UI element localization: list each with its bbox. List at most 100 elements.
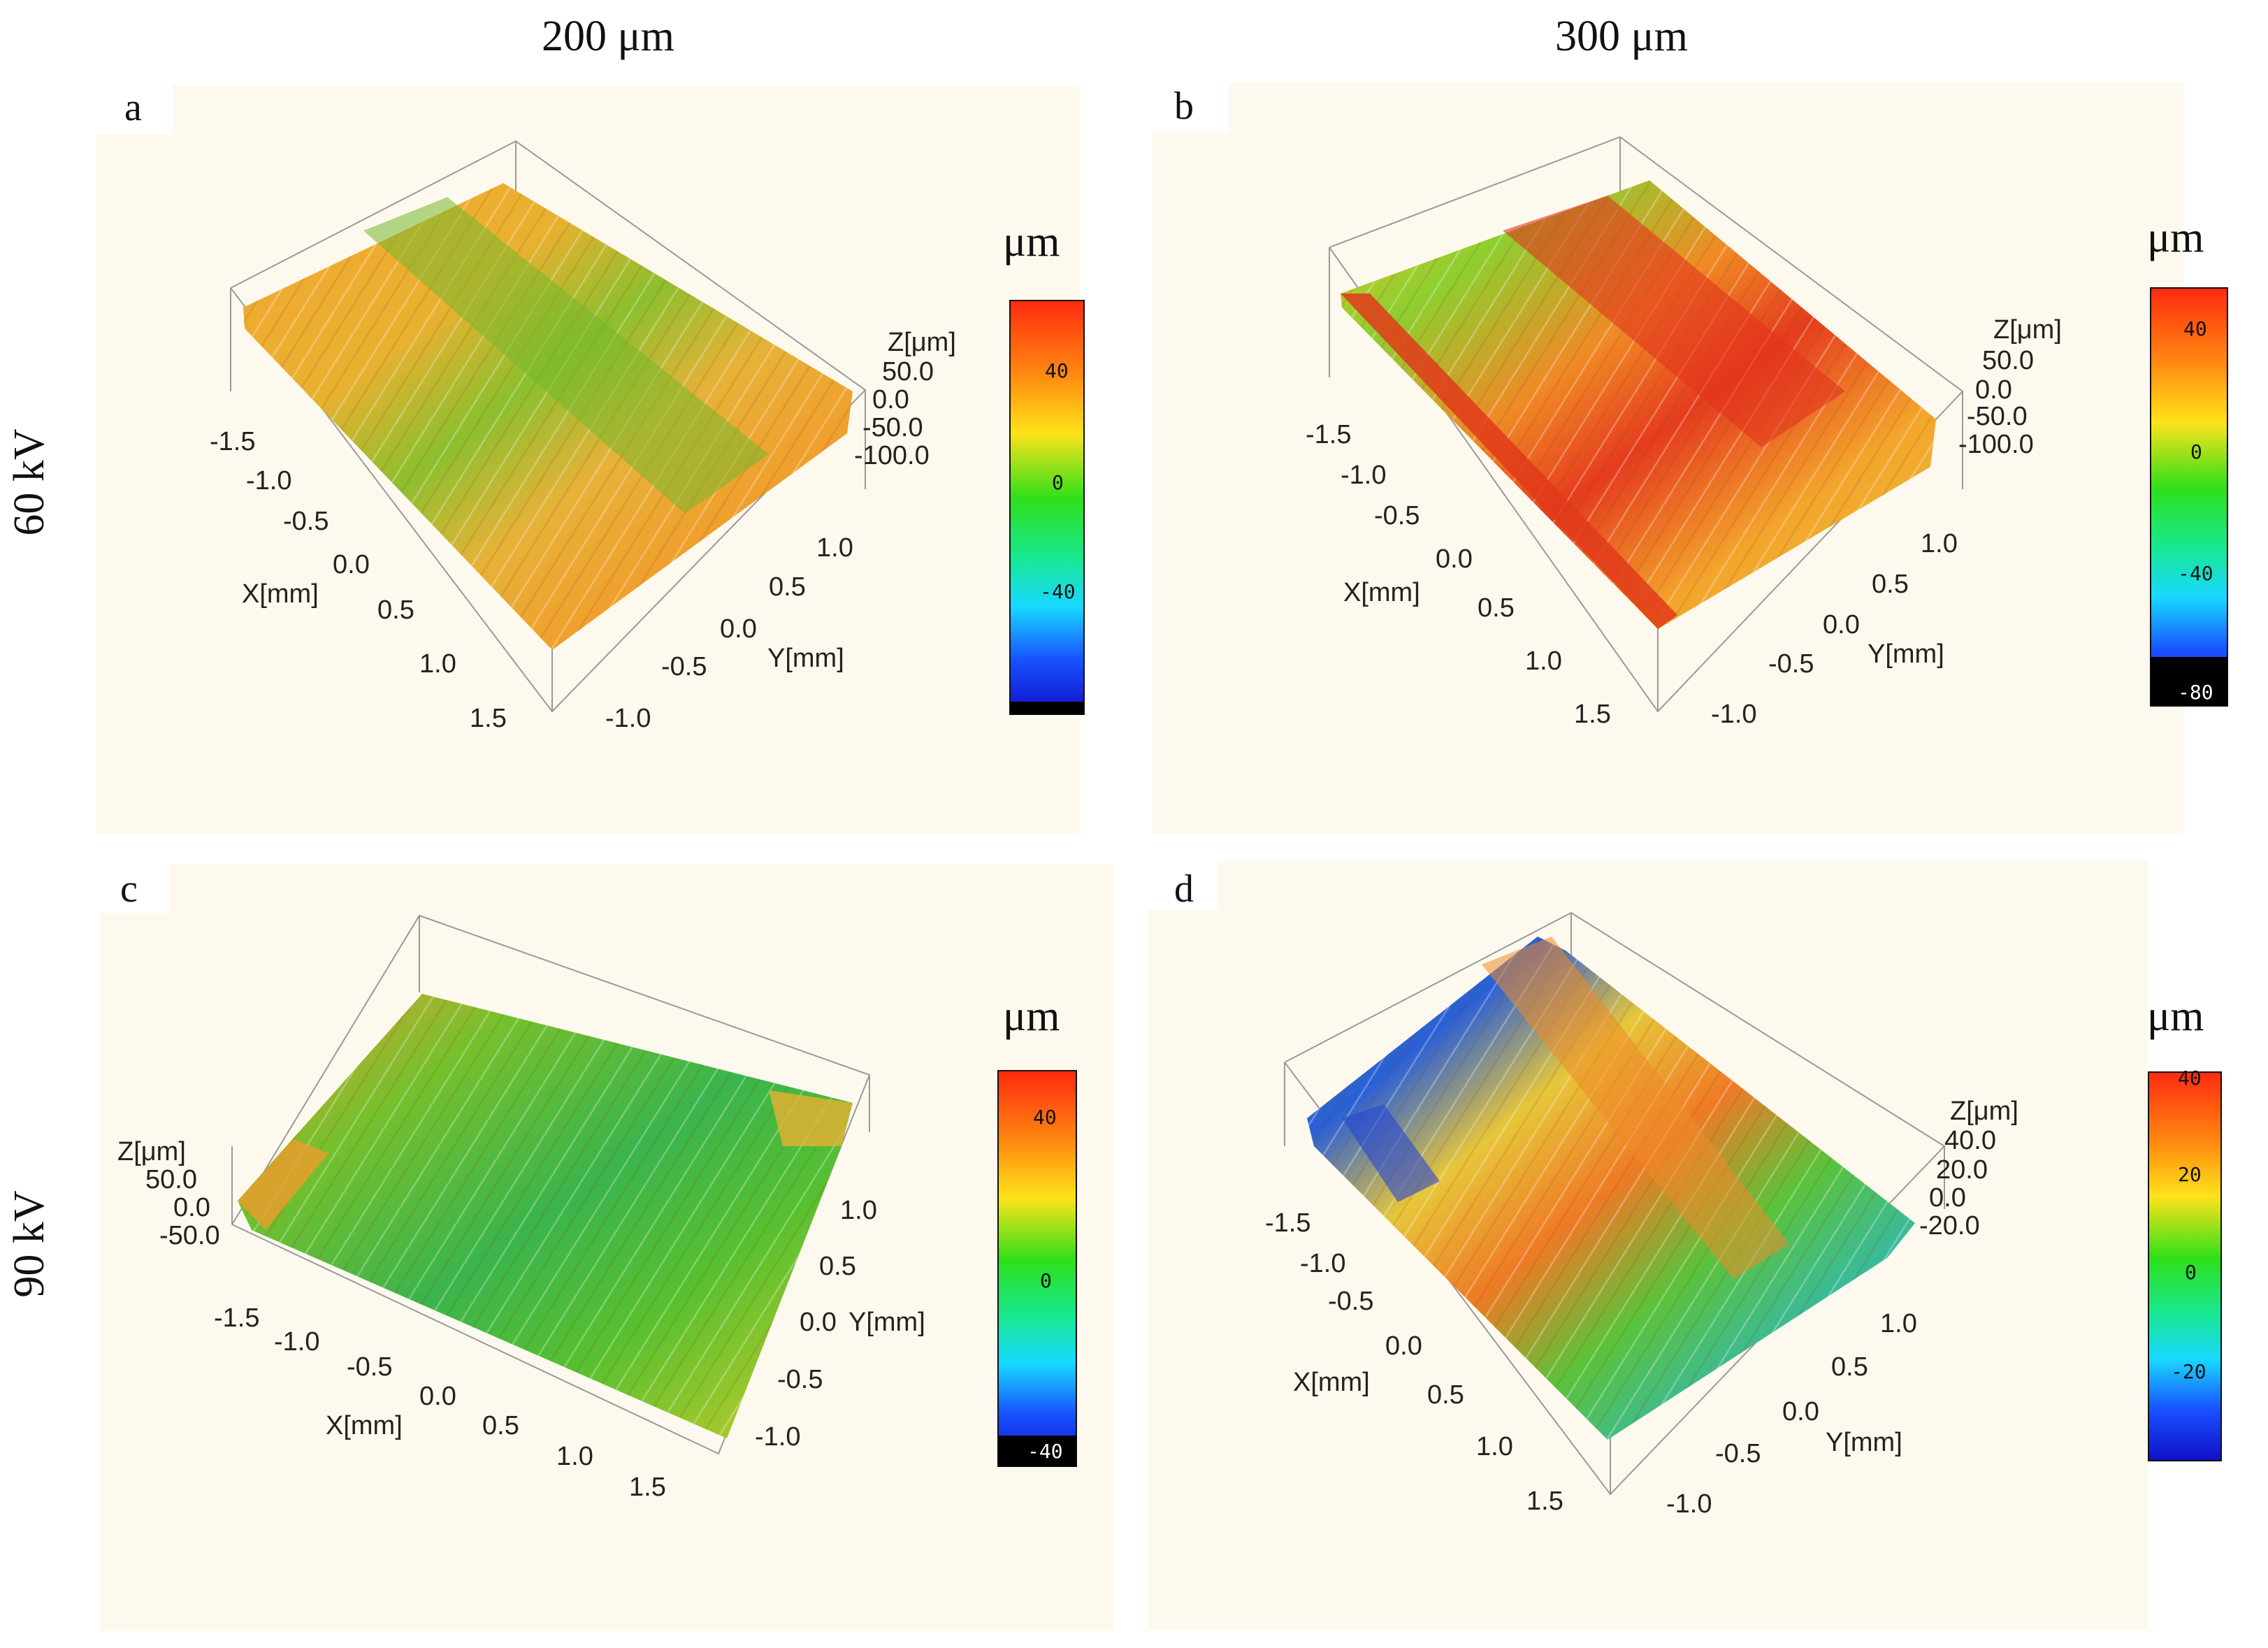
- x-tick: 0.5: [482, 1411, 519, 1440]
- panel-a: a -1.5 -1.0 -0.5 0.0 0.5 1.0 1.5 X[mm] -…: [96, 85, 1085, 834]
- y-tick: -0.5: [1768, 649, 1814, 679]
- y-tick: 0.5: [819, 1252, 856, 1281]
- colorbar-tick: -80: [2178, 681, 2213, 704]
- colorbar: μm 40 0 -40 -80: [2147, 214, 2228, 707]
- x-tick: -1.5: [210, 427, 255, 456]
- colorbar-unit: μm: [1003, 218, 1060, 266]
- z-ticks: 40.0 20.0 0.0 -20.0: [1919, 1126, 1996, 1241]
- colorbar-gradient: [2148, 1071, 2222, 1461]
- row-header-90kv: 90 kV: [6, 1190, 53, 1298]
- y-axis-label: Y[mm]: [1826, 1428, 1902, 1457]
- z-tick: 0.0: [1975, 375, 2012, 405]
- colorbar: μm 40 0 -40: [997, 992, 1077, 1467]
- colorbar-underflow: [1010, 702, 1084, 714]
- surface-edge-ridge: [769, 1090, 853, 1146]
- x-tick: -1.5: [214, 1303, 259, 1333]
- colorbar-tick: 40: [1045, 359, 1069, 382]
- y-tick: 0.5: [1872, 570, 1909, 599]
- colorbar-tick: -20: [2171, 1360, 2206, 1383]
- colorbar-underflow: [998, 1436, 1076, 1466]
- surface-ridge: [1482, 937, 1789, 1279]
- z-tick: -50.0: [862, 413, 923, 442]
- panel-letter: d: [1174, 867, 1194, 911]
- y-tick: 1.0: [1880, 1309, 1917, 1338]
- panel-c: c Z[μm] 50.0 0.0 -50.0 -1.5 -1.0 -0.5 0.…: [99, 864, 1114, 1631]
- x-tick: 1.5: [629, 1473, 666, 1502]
- x-tick: 0.0: [333, 550, 370, 579]
- panel-letter: c: [120, 867, 138, 911]
- y-tick: -0.5: [661, 652, 707, 681]
- colorbar-underflow: [2151, 657, 2227, 706]
- x-tick: 1.5: [470, 704, 507, 733]
- colorbar-tick: -40: [1040, 580, 1076, 603]
- x-tick: -1.5: [1265, 1208, 1310, 1238]
- y-tick: 0.5: [769, 572, 806, 602]
- y-ticks: -1.0 -0.5 0.0 0.5 1.0: [1711, 529, 1958, 729]
- z-axis-label: Z[μm]: [117, 1137, 186, 1166]
- row-header-60kv: 60 kV: [6, 428, 53, 536]
- y-tick: -0.5: [1715, 1439, 1761, 1468]
- y-ticks: -1.0 -0.5 0.0 0.5 1.0: [755, 1196, 877, 1452]
- surface-edge-ridge: [238, 1139, 328, 1230]
- z-tick: 0.0: [1929, 1183, 1966, 1213]
- colorbar-gradient: [2150, 287, 2228, 707]
- z-tick: -50.0: [1967, 402, 2028, 431]
- x-tick: -1.0: [246, 466, 291, 496]
- x-tick: 1.0: [1476, 1432, 1513, 1461]
- z-tick: 40.0: [1944, 1126, 1996, 1155]
- x-tick: 1.0: [1525, 646, 1562, 676]
- x-tick: 0.0: [1385, 1331, 1422, 1361]
- surface-texture: [1307, 937, 1915, 1440]
- colorbar: μm 40 0 -40: [1003, 218, 1085, 715]
- colorbar-tick: 0: [1052, 471, 1064, 494]
- x-ticks: -1.5 -1.0 -0.5 0.0 0.5 1.0 1.5: [1306, 420, 1611, 729]
- z-tick: -50.0: [159, 1221, 220, 1250]
- colorbar-tick: 0: [1040, 1269, 1052, 1292]
- x-tick: 0.0: [1436, 544, 1473, 574]
- z-ticks: 50.0 0.0 -50.0: [145, 1165, 220, 1250]
- colorbar-tick: 40: [2178, 1067, 2202, 1090]
- y-tick: -1.0: [605, 704, 651, 733]
- z-axis-label: Z[μm]: [1993, 315, 2062, 345]
- y-tick: 0.5: [1831, 1352, 1868, 1382]
- surface-trough: [1342, 1104, 1440, 1202]
- colorbar-tick: -40: [1027, 1440, 1063, 1463]
- panel-d: d -1.5 -1.0 -0.5 0.0 0.5 1.0 1.5 X[mm] -…: [1148, 861, 2222, 1630]
- y-tick: -1.0: [1666, 1489, 1712, 1519]
- x-tick: 1.0: [556, 1442, 593, 1471]
- x-tick: -1.0: [274, 1327, 319, 1357]
- y-tick: -0.5: [777, 1365, 823, 1394]
- z-tick: -20.0: [1919, 1211, 1980, 1241]
- z-tick: 50.0: [145, 1165, 197, 1194]
- x-ticks: -1.5 -1.0 -0.5 0.0 0.5 1.0 1.5: [210, 427, 507, 733]
- x-tick: -1.0: [1300, 1249, 1345, 1278]
- y-tick: 0.0: [1823, 610, 1860, 639]
- x-tick: -0.5: [283, 507, 328, 536]
- panel-letter: b: [1174, 85, 1194, 128]
- y-tick: -1.0: [1711, 700, 1756, 729]
- y-tick: 1.0: [840, 1196, 877, 1225]
- colorbar-tick: 40: [1033, 1106, 1057, 1129]
- colorbar-tick: 0: [2185, 1261, 2197, 1284]
- x-tick: 0.5: [1427, 1380, 1464, 1410]
- surface-texture: [238, 994, 853, 1438]
- z-tick: -100.0: [1958, 430, 2034, 459]
- z-tick: 50.0: [882, 357, 934, 386]
- x-axis-label: X[mm]: [242, 579, 319, 609]
- colorbar-tick: 40: [2183, 317, 2207, 340]
- y-tick: 0.0: [800, 1308, 837, 1337]
- colorbar-tick: 0: [2190, 440, 2202, 463]
- colorbar-gradient: [997, 1070, 1077, 1467]
- z-tick: 0.0: [872, 385, 909, 414]
- z-axis-label: Z[μm]: [1950, 1097, 2018, 1126]
- surface-trough: [363, 197, 769, 514]
- colorbar-tick: -40: [2178, 562, 2213, 585]
- panel-letter-box: [99, 864, 169, 913]
- colorbar-tick: 20: [2178, 1163, 2202, 1186]
- panel-letter: a: [124, 86, 142, 129]
- z-tick: 50.0: [1982, 346, 2034, 375]
- x-tick: 1.5: [1574, 700, 1611, 729]
- surface-texture: [1341, 180, 1936, 629]
- y-tick: -1.0: [755, 1422, 800, 1452]
